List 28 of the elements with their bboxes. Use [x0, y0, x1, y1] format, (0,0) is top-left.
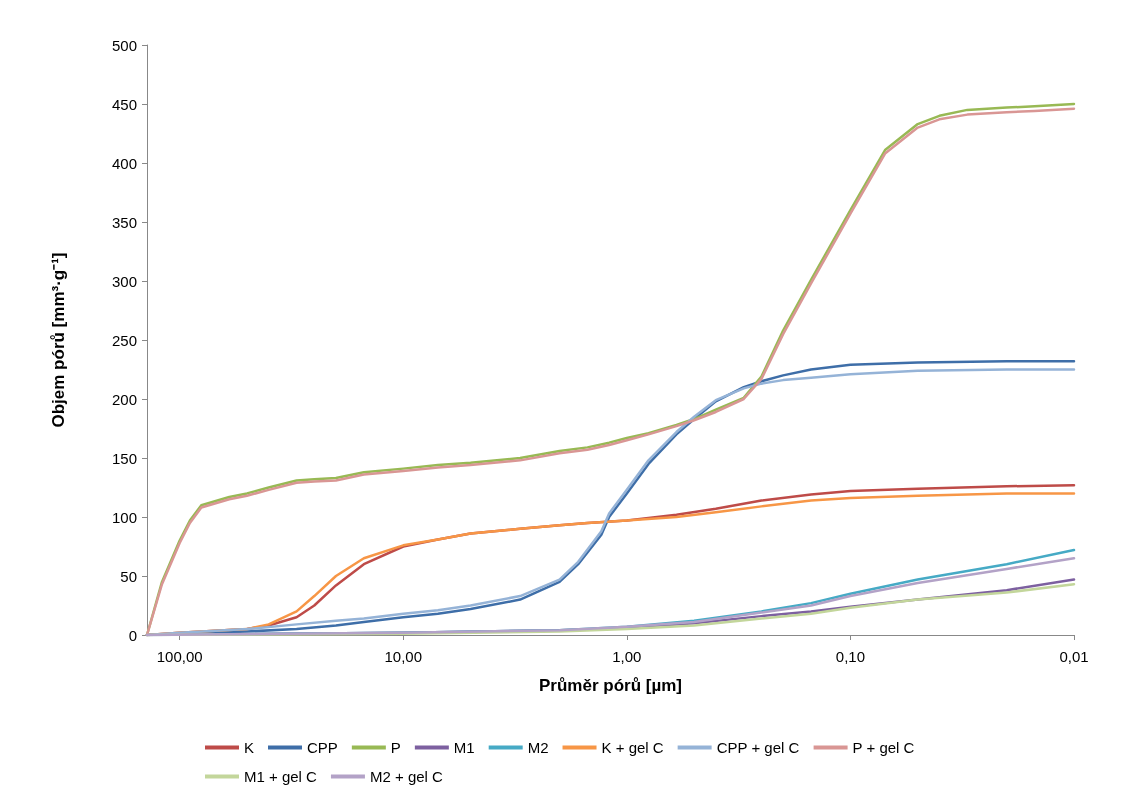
legend-label: K: [244, 739, 255, 756]
legend-label: CPP: [307, 739, 338, 756]
y-tick-label: 500: [111, 36, 137, 54]
x-tick-label: 10,00: [384, 648, 423, 665]
x-tick-label: 0,10: [835, 648, 866, 665]
y-tick-label: 350: [111, 213, 137, 231]
y-tick-label: 250: [111, 331, 137, 349]
x-tick-label: 0,01: [1059, 648, 1089, 665]
y-tick-label: 450: [111, 95, 137, 113]
legend-label: K + gel C: [601, 739, 664, 756]
legend-label: P + gel C: [852, 739, 915, 756]
y-tick-label: 150: [111, 449, 137, 467]
y-tick-label: 200: [111, 390, 137, 408]
y-tick-label: 400: [111, 154, 137, 172]
y-tick-label: 300: [111, 272, 137, 290]
x-tick-label: 1,00: [612, 648, 642, 665]
y-tick-label: 50: [120, 567, 137, 585]
legend-label: CPP + gel C: [716, 739, 800, 756]
legend-label: P: [390, 739, 401, 756]
legend-label: M1: [453, 739, 475, 756]
legend-label: M2: [527, 739, 549, 756]
x-axis-title: Průměr pórů [µm]: [539, 676, 682, 695]
y-tick-label: 0: [128, 626, 137, 644]
legend-label: M2 + gel C: [369, 768, 444, 785]
legend-label: M1 + gel C: [244, 768, 318, 785]
x-tick-label: 100,00: [156, 648, 203, 665]
y-tick-label: 100: [111, 508, 137, 526]
y-axis-title: Objem pórů [mm³·g⁻¹]: [49, 252, 68, 428]
